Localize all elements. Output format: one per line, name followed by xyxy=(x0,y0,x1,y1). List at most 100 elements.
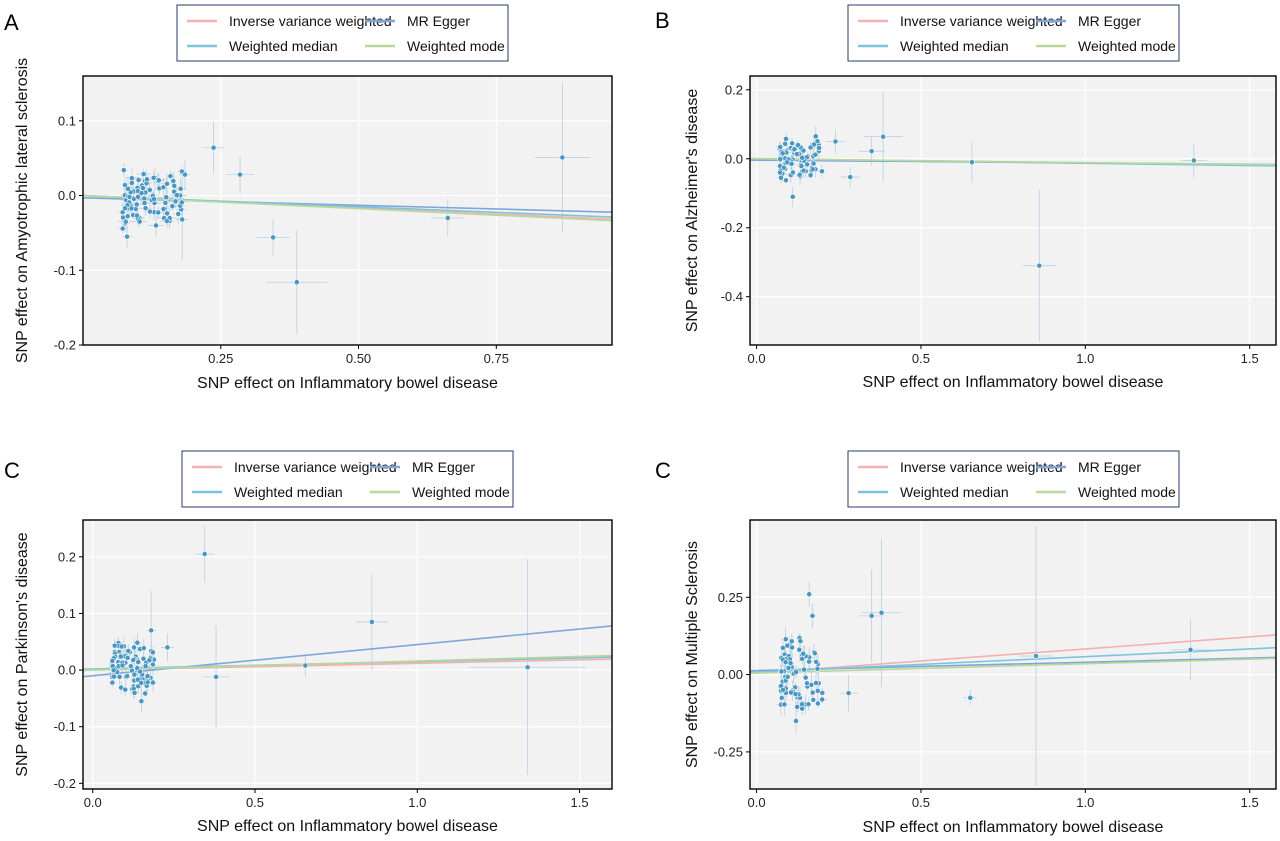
legend: Inverse variance weighted MR Egger Weighte… xyxy=(176,4,509,62)
snp-point xyxy=(815,700,821,707)
snp-point xyxy=(178,199,185,206)
panel-1: -0.4 -0.2 0.0 0.2 0.0 0.5 1.0 1.5 SNP effect on … xyxy=(655,4,1277,391)
snp-point xyxy=(789,644,796,651)
snp-point xyxy=(800,147,807,154)
snp-point xyxy=(791,146,798,153)
snp-point xyxy=(169,203,176,210)
snp-point xyxy=(782,636,789,642)
snp-point xyxy=(809,166,816,173)
y-axis-label: SNP effect on Parkinson's disease xyxy=(14,532,31,776)
panel-2: -0.2 -0.1 0.0 0.1 0.2 0.0 0.5 1.0 1.5 SNP effect … xyxy=(4,450,613,835)
legend-label-wmode: Weighted mode xyxy=(412,484,510,500)
snp-point xyxy=(806,591,813,598)
legend-label-wmode: Weighted mode xyxy=(1078,484,1176,500)
snp-point xyxy=(138,679,145,686)
snp-point xyxy=(784,673,791,680)
snp-point xyxy=(779,150,786,157)
snp-point xyxy=(142,205,149,212)
snp-point xyxy=(164,644,171,651)
snp-point xyxy=(798,163,805,169)
snp-point xyxy=(120,167,127,174)
snp-point xyxy=(210,144,217,151)
snp-point xyxy=(177,185,184,192)
snp-point xyxy=(809,612,816,619)
y-tick-label: 0.1 xyxy=(58,113,76,128)
snp-point xyxy=(967,694,974,701)
snp-point xyxy=(122,686,129,693)
snp-point xyxy=(124,233,130,240)
plot-area xyxy=(750,91,1276,342)
x-tick-label: 1.5 xyxy=(571,795,589,810)
y-tick-label: -0.1 xyxy=(54,263,76,278)
legend-label-wmed: Weighted median xyxy=(900,484,1009,500)
panel-label: B xyxy=(655,8,670,33)
regression-line-wmode xyxy=(83,194,612,222)
x-tick-label: 0.0 xyxy=(84,795,102,810)
plot-area xyxy=(83,525,612,775)
legend-label-ivw: Inverse variance weighted xyxy=(900,459,1063,475)
snp-point xyxy=(804,680,810,687)
regression-line-ivw xyxy=(750,634,1276,675)
snp-point xyxy=(237,171,243,178)
snp-point xyxy=(868,612,875,619)
regression-line-wmed xyxy=(750,646,1276,674)
y-tick-label: 0.0 xyxy=(725,151,743,166)
y-tick-label: -0.4 xyxy=(721,289,743,304)
snp-point xyxy=(802,674,809,681)
snp-point xyxy=(164,210,171,217)
legend: Inverse variance weighted MR Egger Weighte… xyxy=(847,450,1180,508)
plot-frame xyxy=(82,75,613,346)
snp-point xyxy=(213,673,219,680)
snp-point xyxy=(787,660,794,667)
snp-point xyxy=(796,646,803,653)
snp-point xyxy=(777,156,784,163)
legend-box xyxy=(847,450,1180,508)
snp-point xyxy=(119,662,126,669)
snp-point xyxy=(110,667,117,674)
x-axis-label: SNP effect on Inflammatory bowel disease xyxy=(197,375,498,392)
snp-point xyxy=(167,173,174,180)
snp-point xyxy=(124,213,131,220)
snp-point xyxy=(782,659,789,666)
snp-point xyxy=(111,642,118,649)
snp-point xyxy=(819,168,825,175)
snp-point xyxy=(173,192,180,199)
snp-point xyxy=(131,671,138,678)
snp-point xyxy=(813,680,819,686)
snp-point xyxy=(140,645,147,652)
snp-point xyxy=(812,151,819,158)
snp-point xyxy=(170,178,177,184)
x-tick-label: 0.75 xyxy=(484,351,509,366)
snp-point xyxy=(778,695,785,701)
legend-label-ivw: Inverse variance weighted xyxy=(229,13,392,29)
snp-point xyxy=(806,658,813,665)
snp-point xyxy=(781,701,788,708)
y-tick-label: 0.0 xyxy=(58,188,76,203)
snp-point xyxy=(793,669,799,675)
panel-label: C xyxy=(4,458,20,483)
snp-point xyxy=(162,200,169,206)
x-tick-label: 0.5 xyxy=(246,795,264,810)
snp-point xyxy=(128,205,135,212)
snp-point xyxy=(880,133,887,140)
y-tick-label: 0.00 xyxy=(718,667,743,682)
snp-point xyxy=(778,668,785,675)
snp-point xyxy=(1033,653,1039,659)
y-tick-label: -0.2 xyxy=(54,776,76,791)
snp-point xyxy=(109,679,116,686)
snp-point xyxy=(804,161,811,168)
y-tick-label: 0.2 xyxy=(58,549,76,564)
snp-point xyxy=(155,209,162,216)
snp-point xyxy=(819,696,826,703)
y-tick-label: 0.1 xyxy=(58,606,76,621)
snp-point xyxy=(785,665,792,671)
snp-point xyxy=(141,200,148,206)
snp-point xyxy=(144,673,151,680)
x-tick-label: 1.0 xyxy=(1076,795,1094,810)
snp-point xyxy=(124,654,131,661)
snp-point xyxy=(142,690,149,697)
snp-point xyxy=(160,184,167,191)
snp-point xyxy=(788,160,795,167)
snp-point xyxy=(134,639,141,646)
x-axis-label: SNP effect on Inflammatory bowel disease xyxy=(863,819,1164,836)
